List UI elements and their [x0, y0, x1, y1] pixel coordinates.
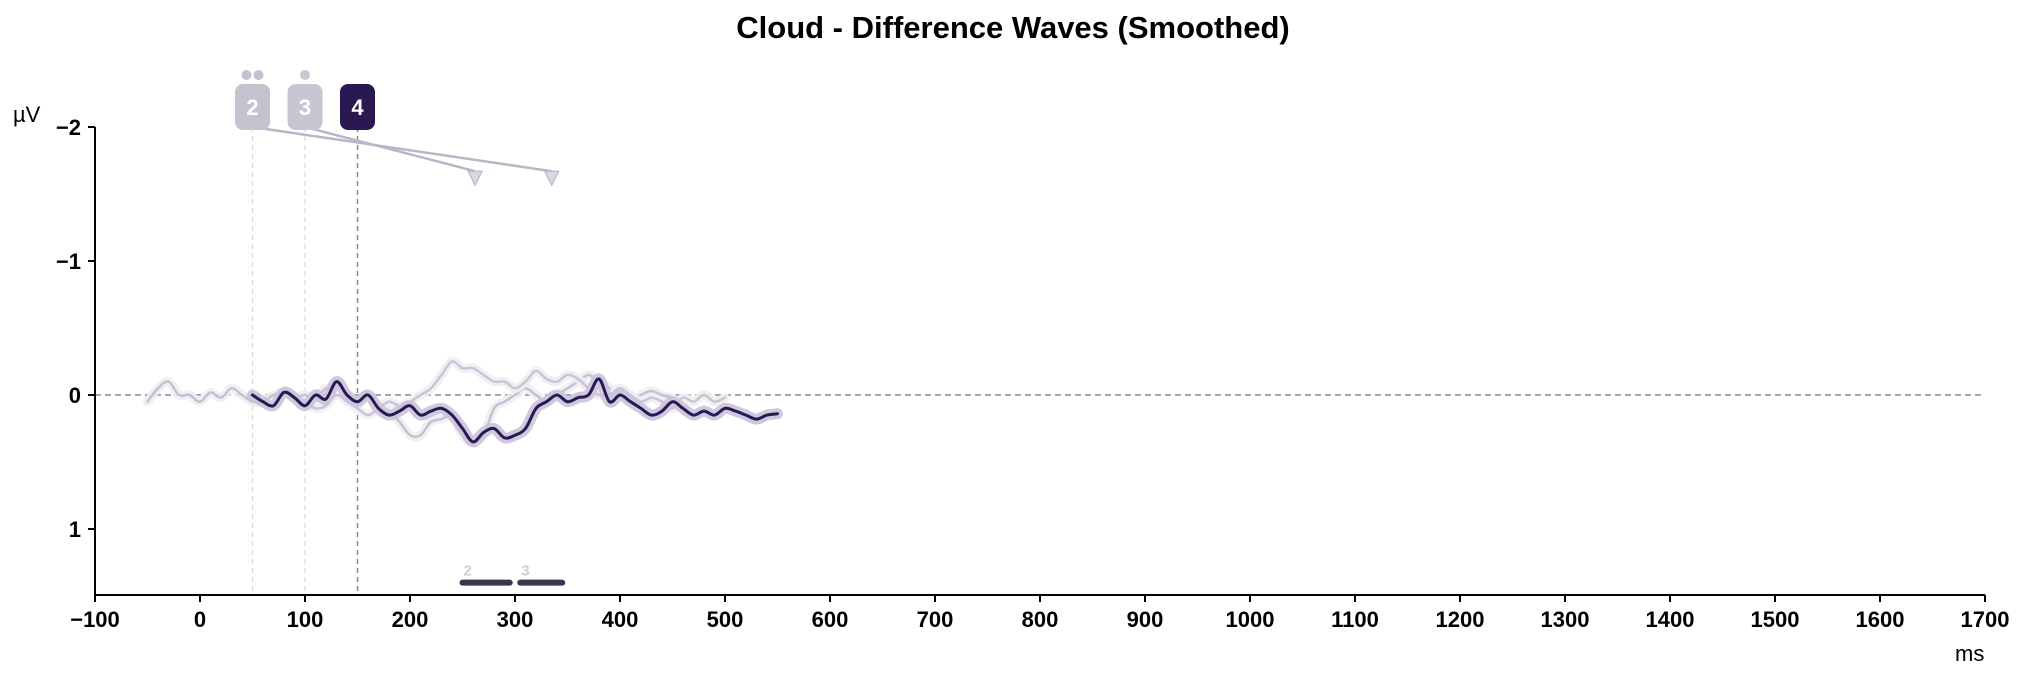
x-axis-unit-label: ms [1955, 641, 1984, 666]
x-tick-label: 1200 [1436, 607, 1485, 632]
x-tick-label: 600 [812, 607, 849, 632]
y-tick-label: 1 [69, 517, 81, 542]
y-tick-label: −2 [56, 115, 81, 140]
x-tick-label: 500 [707, 607, 744, 632]
x-tick-label: 1600 [1856, 607, 1905, 632]
x-tick-label: 200 [392, 607, 429, 632]
arrow-head [543, 170, 560, 187]
x-tick-label: −100 [70, 607, 120, 632]
condition-badge-4 [340, 84, 375, 130]
condition-badge-label-4: 4 [351, 95, 364, 120]
plot-area: −100 0 100 200 300 400 500 600 700 800 900 1000 1100… [56, 70, 2010, 632]
latency-shift-arrow [304, 125, 476, 173]
latency-shift-arrow [252, 125, 552, 173]
series-4-line [251, 377, 779, 444]
x-tick-label: 800 [1022, 607, 1059, 632]
condition-badge-label-3: 3 [299, 95, 311, 120]
x-tick-label: 1400 [1646, 607, 1695, 632]
condition-badge-3 [287, 84, 323, 130]
chart-title: Cloud - Difference Waves (Smoothed) [736, 10, 1289, 45]
y-axis-unit-label: µV [13, 102, 41, 127]
badge-dot-indicator [300, 70, 310, 80]
condition-badge-label-2: 2 [246, 95, 258, 120]
x-tick-label: 0 [194, 607, 206, 632]
x-tick-label: 1500 [1751, 607, 1800, 632]
x-tick-label: 1300 [1541, 607, 1590, 632]
condition-badge-2 [235, 84, 270, 130]
x-tick-label: 100 [287, 607, 324, 632]
series-2-line [146, 373, 674, 444]
arrow-head [467, 170, 484, 187]
significance-label-2: 2 [464, 563, 472, 580]
x-tick-label: 400 [602, 607, 639, 632]
x-tick-label: 1100 [1331, 607, 1379, 632]
badge-dot-indicator [253, 70, 264, 80]
x-tick-label: 900 [1127, 607, 1164, 632]
significance-label-3: 3 [521, 563, 529, 580]
x-tick-label: 300 [497, 607, 534, 632]
badge-dot-indicator [241, 70, 252, 80]
y-tick-label: −1 [56, 249, 81, 274]
x-tick-label: 1700 [1961, 607, 2010, 632]
x-tick-label: 700 [917, 607, 954, 632]
y-tick-label: 0 [69, 383, 81, 408]
x-tick-label: 1000 [1226, 607, 1275, 632]
